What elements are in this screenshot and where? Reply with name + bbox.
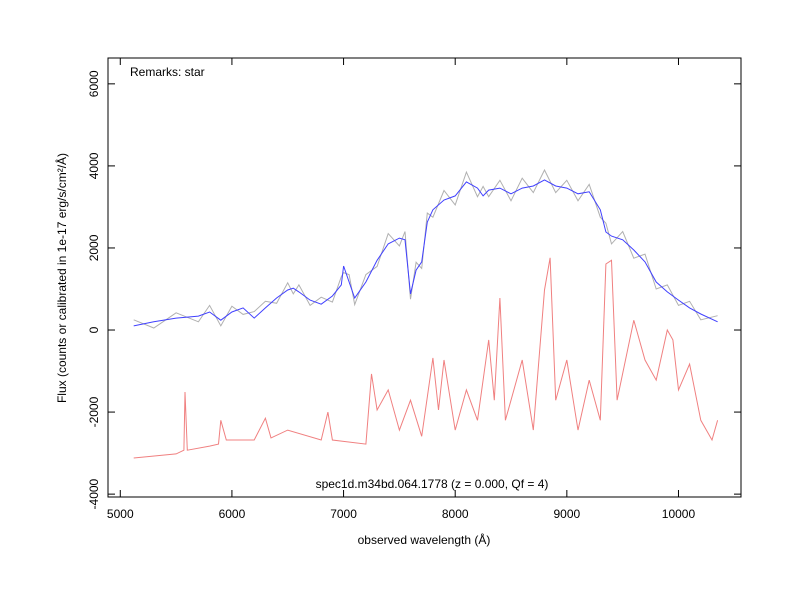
x-tick-label: 6000 — [219, 507, 246, 521]
y-tick-label: 6000 — [87, 70, 101, 97]
y-tick-label: -2000 — [87, 396, 101, 427]
spectrum-line — [133, 179, 718, 327]
x-tick-label: 7000 — [330, 507, 357, 521]
y-tick-label: 4000 — [87, 152, 101, 179]
x-tick-label: 9000 — [553, 507, 580, 521]
remarks: Remarks: star — [130, 65, 205, 79]
x-axis-label: observed wavelength (Å) — [358, 532, 491, 547]
x-tick-label: 5000 — [107, 507, 134, 521]
y-tick-label: 0 — [87, 326, 101, 333]
x-tick-label: 10000 — [662, 507, 696, 521]
plot-frame — [107, 57, 742, 498]
spectrum-line — [133, 168, 718, 329]
spectrum-line — [133, 257, 719, 459]
x-tick-label: 8000 — [442, 507, 469, 521]
y-axis-label: Flux (counts or calibrated in 1e-17 erg/… — [54, 153, 69, 403]
y-tick-label: -4000 — [87, 478, 101, 509]
spectrum-id: spec1d.m34bd.064.1778 (z = 0.000, Qf = 4… — [316, 477, 549, 491]
y-tick-label: 2000 — [87, 234, 101, 261]
